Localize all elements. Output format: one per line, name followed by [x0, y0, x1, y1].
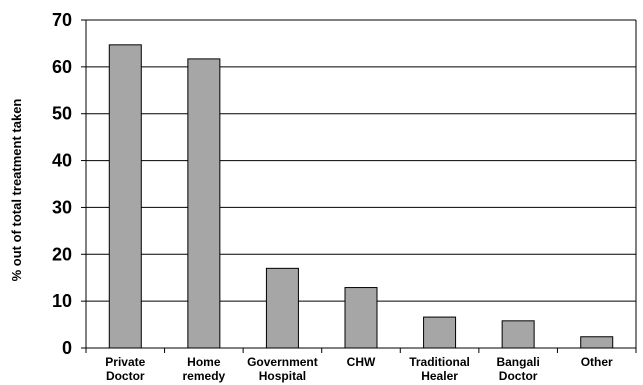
- y-axis-label: % out of total treatment taken: [9, 99, 24, 282]
- x-tick-label-line: Government: [247, 355, 318, 369]
- x-tick-label-line: CHW: [347, 355, 376, 369]
- bar: [187, 58, 221, 349]
- x-tick-label-line: Doctor: [499, 369, 538, 383]
- x-tick-label-line: remedy: [183, 369, 226, 383]
- bar: [344, 287, 378, 349]
- y-tick-label: 20: [52, 244, 72, 264]
- bar: [580, 336, 614, 349]
- x-tick-label: Other: [581, 355, 613, 369]
- x-tick-label-line: Home: [187, 355, 221, 369]
- x-tick-label: Traditional Healer: [409, 355, 470, 383]
- x-tick-label-line: Healer: [421, 369, 458, 383]
- x-tick-label: Bangali Doctor: [496, 355, 539, 383]
- x-tick-label-line: Private: [105, 355, 145, 369]
- x-tick-label: Government Hospital: [247, 355, 318, 383]
- bar: [108, 44, 142, 349]
- x-tick-label-line: Hospital: [259, 369, 306, 383]
- bars: [108, 44, 614, 349]
- axes: [85, 20, 637, 349]
- x-tick-label: Home remedy: [183, 355, 226, 383]
- y-tick-label: 30: [52, 197, 72, 217]
- x-tick-label-line: Traditional: [409, 355, 470, 369]
- gridlines: [86, 19, 636, 302]
- bar: [265, 267, 299, 349]
- x-tick-label-line: Doctor: [106, 369, 145, 383]
- y-tick-label: 60: [52, 57, 72, 77]
- bar: [423, 316, 457, 349]
- x-tick-label-line: Bangali: [496, 355, 539, 369]
- y-tick-label: 10: [52, 291, 72, 311]
- x-tick-label: CHW: [347, 355, 376, 369]
- x-tick-label: Private Doctor: [105, 355, 145, 383]
- y-tick-label: 70: [52, 10, 72, 30]
- y-tick-label: 0: [62, 338, 72, 358]
- x-tick-label-line: Other: [581, 355, 613, 369]
- y-axis-ticks: 0 10 20 30 40 50 60 70: [52, 10, 86, 358]
- y-tick-label: 50: [52, 104, 72, 124]
- bar: [501, 320, 535, 349]
- y-tick-label: 40: [52, 151, 72, 171]
